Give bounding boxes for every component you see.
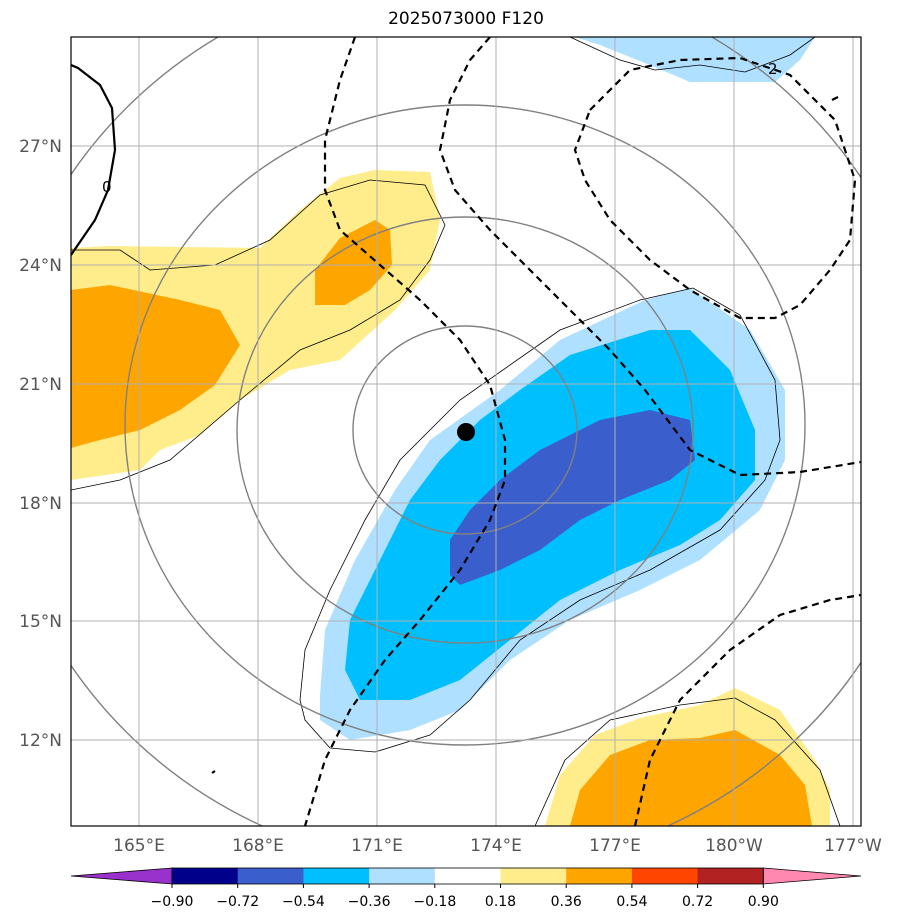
lon-label: 177°W — [824, 836, 882, 856]
storm-center-dot — [457, 423, 475, 441]
colorbar-tick-label: −0.90 — [151, 894, 194, 910]
lat-label: 18°N — [19, 494, 62, 514]
colorbar-segment — [369, 868, 436, 884]
lat-label: 21°N — [19, 375, 62, 395]
positive-anomaly-north-orange — [315, 220, 392, 305]
lon-label: 171°E — [351, 836, 403, 856]
map-content: 0 2 — [71, 37, 861, 826]
lon-label: 174°E — [470, 836, 522, 856]
colorbar-tick-label: 0.54 — [616, 894, 647, 910]
colorbar-tick-label: 0.36 — [551, 894, 582, 910]
colorbar-tick-label: −0.18 — [413, 894, 456, 910]
colorbar-extend-high — [762, 867, 862, 885]
colorbar-tick-label: 0.72 — [682, 894, 713, 910]
colorbar-frame — [171, 867, 764, 885]
zero-contour-solid — [71, 63, 117, 256]
colorbar-segment — [697, 868, 764, 884]
lat-axis: 27°N 24°N 21°N 18°N 15°N 12°N — [19, 137, 62, 751]
colorbar-extend-low — [70, 867, 173, 885]
positive-anomaly-south-orange — [570, 730, 812, 826]
colorbar-segment — [172, 868, 239, 884]
colorbar-segment — [631, 868, 699, 884]
lon-axis: 165°E 168°E 171°E 174°E 177°E 180°W 177°… — [113, 836, 882, 856]
contour-label-two: 2 — [768, 60, 778, 78]
colorbar-tick-label: 0.18 — [485, 894, 516, 910]
colorbar-segment — [566, 868, 633, 884]
lat-label: 27°N — [19, 137, 62, 157]
anomaly-outline-north — [569, 37, 816, 73]
dashed-contours — [303, 37, 861, 826]
colorbar: −0.90 −0.72 −0.54 −0.36 −0.18 0.18 0.36 0.54 0.7… — [70, 867, 862, 910]
lon-label: 165°E — [113, 836, 165, 856]
lon-label: 177°E — [589, 836, 641, 856]
colorbar-segment — [237, 868, 304, 884]
positive-anomaly-west-orange — [71, 285, 240, 448]
page-title: 2025073000 F120 — [388, 9, 544, 29]
lat-label: 15°N — [19, 612, 62, 632]
colorbar-segment — [303, 868, 370, 884]
colorbar-tick-label: −0.54 — [282, 894, 325, 910]
lon-label: 168°E — [232, 836, 284, 856]
colorbar-tick-label: −0.36 — [348, 894, 391, 910]
contour-label-zero: 0 — [102, 178, 112, 196]
map-frame — [70, 36, 862, 827]
lon-label: 180°W — [705, 836, 763, 856]
anomaly-outline-south — [534, 697, 841, 826]
anomaly-outline-positive — [71, 179, 446, 491]
lat-label: 24°N — [19, 256, 62, 276]
small-tick-mark — [211, 770, 216, 774]
negative-anomaly-royal — [450, 410, 695, 585]
grey-circle-contours — [71, 37, 861, 826]
lat-label: 12°N — [19, 731, 62, 751]
colorbar-tick-label: −0.72 — [216, 894, 259, 910]
colorbar-tick-label: 0.90 — [748, 894, 779, 910]
gridlines — [71, 37, 861, 826]
colorbar-segment — [434, 868, 501, 884]
colorbar-segment — [500, 868, 567, 884]
